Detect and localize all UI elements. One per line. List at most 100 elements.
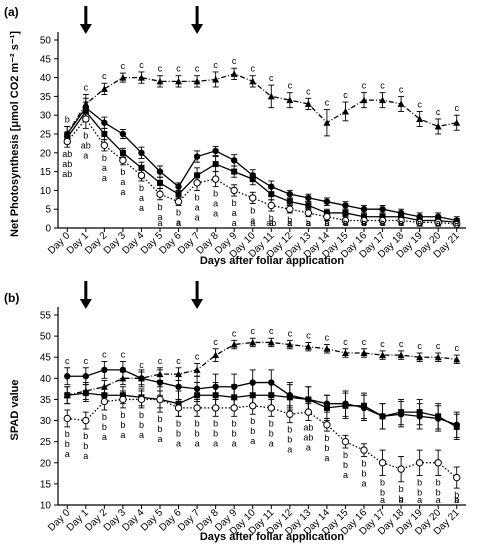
data-point: [286, 341, 294, 348]
data-point: [360, 206, 368, 213]
data-point: [82, 390, 89, 397]
significance-letter: b: [213, 418, 218, 428]
y-tick-label: 0: [45, 224, 51, 235]
significance-letter: a: [102, 432, 107, 442]
significance-letter: b: [269, 428, 274, 438]
significance-letter: b: [176, 428, 181, 438]
significance-letter: a: [287, 218, 292, 228]
data-point: [174, 404, 183, 412]
data-point: [304, 343, 312, 350]
y-axis-title: SPAD value: [9, 380, 21, 441]
data-point: [194, 392, 201, 399]
data-point: [249, 77, 257, 85]
significance-letter: b: [83, 431, 88, 441]
significance-letter: c: [306, 86, 311, 96]
data-point: [304, 100, 312, 107]
significance-letter: c: [139, 360, 144, 370]
data-point: [453, 423, 460, 430]
data-point: [249, 338, 257, 346]
data-point: [119, 395, 127, 404]
y-tick-label: 50: [40, 332, 52, 343]
data-point: [230, 341, 238, 348]
data-point: [267, 201, 275, 210]
data-point: [342, 202, 349, 209]
data-point: [305, 194, 312, 202]
significance-letter: a: [436, 218, 441, 228]
data-point: [286, 410, 294, 418]
data-point: [212, 351, 220, 359]
significance-letter: a: [139, 193, 144, 203]
data-point: [249, 392, 256, 399]
data-point: [157, 179, 163, 186]
y-tick-label: 30: [40, 416, 52, 427]
significance-letter: a: [269, 218, 274, 228]
data-point: [286, 96, 294, 104]
data-point: [174, 197, 183, 206]
significance-letter: a: [361, 218, 366, 228]
data-point: [175, 183, 182, 190]
significance-letter: a: [306, 218, 311, 228]
data-point: [175, 191, 182, 198]
significance-letter: a: [232, 208, 237, 218]
significance-letter: c: [399, 84, 404, 94]
significance-letter: c: [102, 349, 107, 359]
data-point: [342, 209, 349, 216]
data-point: [398, 409, 405, 416]
y-tick-label: 5: [45, 205, 51, 216]
significance-letter: b: [213, 428, 218, 438]
significance-letter: c: [139, 60, 144, 70]
data-point: [286, 190, 294, 198]
y-tick-label: 50: [40, 36, 52, 47]
significance-letter: b: [343, 218, 348, 228]
data-point: [119, 156, 127, 165]
significance-letter: b: [232, 428, 237, 438]
significance-letter: b: [324, 433, 329, 443]
data-point: [360, 349, 368, 356]
data-point: [323, 119, 331, 126]
data-point: [305, 396, 312, 403]
significance-letter: c: [325, 333, 330, 343]
significance-letter: b: [213, 189, 218, 199]
significance-letter: b: [436, 487, 441, 497]
data-point: [82, 115, 90, 123]
significance-letter: b: [361, 218, 366, 228]
data-point: [379, 206, 386, 213]
application-arrow-head: [191, 299, 204, 309]
significance-letter: ab: [62, 169, 72, 179]
significance-letter: a: [269, 438, 274, 448]
significance-letter: b: [120, 420, 125, 430]
significance-letter: a: [417, 495, 422, 505]
significance-letter: c: [158, 64, 163, 74]
significance-letter: b: [157, 414, 162, 424]
significance-letter: b: [454, 495, 459, 505]
panel-label: (b): [4, 291, 19, 305]
significance-letter: c: [417, 99, 422, 109]
data-point: [323, 345, 331, 352]
data-point: [193, 404, 201, 412]
data-point: [193, 366, 201, 373]
significance-letter: b: [65, 114, 70, 124]
significance-letter: b: [361, 468, 366, 478]
data-point: [175, 77, 183, 85]
significance-letter: a: [139, 203, 144, 213]
data-point: [175, 383, 182, 390]
significance-letter: b: [361, 458, 366, 468]
data-point: [397, 100, 405, 107]
application-arrow-head: [79, 299, 92, 309]
significance-letter: b: [102, 422, 107, 432]
data-point: [415, 459, 424, 467]
significance-letter: a: [250, 216, 255, 226]
significance-letter: c: [121, 349, 126, 359]
significance-letter: a: [324, 218, 329, 228]
significance-letter: b: [399, 494, 404, 504]
significance-letter: b: [232, 198, 237, 208]
significance-letter: c: [417, 341, 422, 351]
significance-letter: b: [157, 424, 162, 434]
data-point: [82, 416, 90, 425]
data-point: [101, 131, 108, 137]
significance-letter: a: [361, 218, 366, 228]
data-point: [416, 353, 424, 361]
significance-letter: ab: [303, 423, 313, 433]
